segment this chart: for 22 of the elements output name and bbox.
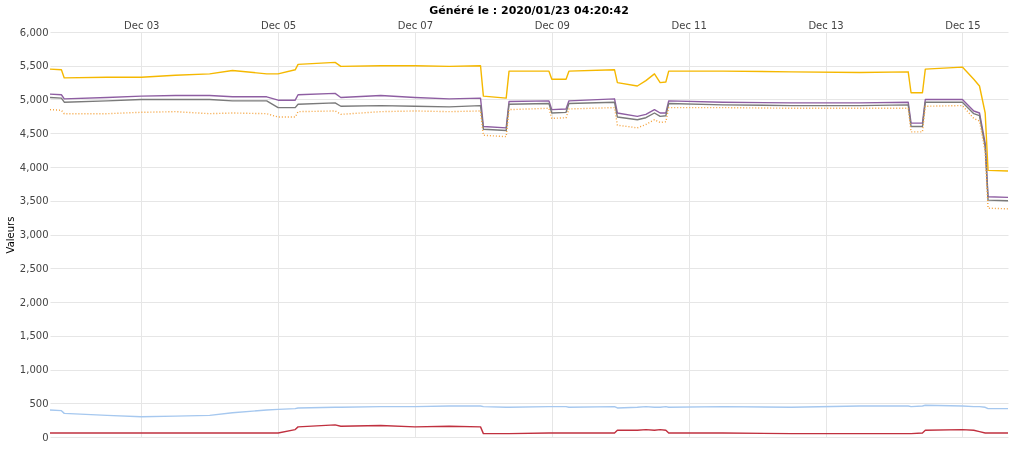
x-tick-label: Dec 03 [124, 19, 160, 31]
y-tick-label: 500 [29, 397, 49, 409]
y-axis-title: Valeurs [4, 216, 16, 254]
y-tick-label: 2,000 [19, 296, 49, 308]
x-tick-label: Dec 11 [671, 19, 707, 31]
y-tick-label: 6,000 [19, 26, 49, 38]
y-tick-label: 3,500 [19, 195, 49, 207]
x-tick-label: Dec 13 [808, 19, 844, 31]
y-tick-label: 4,500 [19, 127, 49, 139]
y-tick-label: 5,000 [19, 94, 49, 105]
y-tick-label: 2,500 [19, 262, 49, 274]
y-tick-label: 1,500 [19, 330, 49, 342]
x-tick-label: Dec 09 [534, 19, 570, 31]
x-tick-label: Dec 07 [397, 19, 434, 31]
y-tick-label: 4,000 [19, 161, 49, 173]
y-tick-label: 1,000 [19, 364, 49, 375]
x-tick-label: Dec 15 [945, 19, 981, 31]
y-tick-label: 3,000 [19, 229, 49, 240]
y-tick-label: 0 [42, 431, 49, 443]
chart-title: Généré le : 2020/01/23 04:20:42 [429, 4, 629, 17]
x-tick-label: Dec 05 [260, 19, 297, 31]
y-tick-label: 5,500 [19, 60, 49, 72]
